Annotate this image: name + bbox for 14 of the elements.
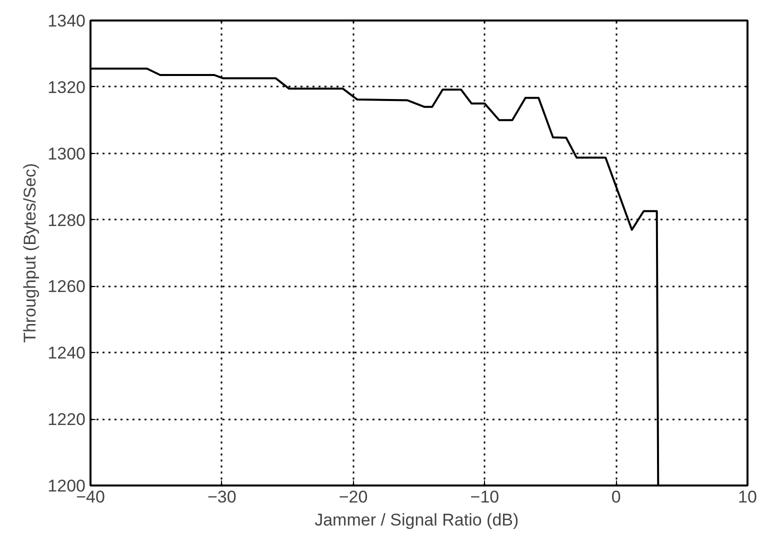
x-tick-label: −10 xyxy=(470,488,500,506)
x-tick-label: 10 xyxy=(738,488,757,506)
x-tick-label: −30 xyxy=(207,488,236,506)
y-axis-title: Throughput (Bytes/Sec) xyxy=(20,163,40,343)
y-tick-label: 1220 xyxy=(48,410,86,430)
x-tick-label: −20 xyxy=(338,488,368,506)
y-tick-label: 1280 xyxy=(48,210,86,230)
y-tick-label: 1240 xyxy=(48,344,86,363)
y-tick-label: 1260 xyxy=(48,277,86,296)
y-tick-label: 1340 xyxy=(48,12,86,30)
y-tick-label: 1300 xyxy=(48,144,86,164)
x-axis-title: Jammer / Signal Ratio (dB) xyxy=(314,510,519,530)
y-tick-label: 1320 xyxy=(48,78,86,97)
x-tick-label: 0 xyxy=(611,488,621,506)
